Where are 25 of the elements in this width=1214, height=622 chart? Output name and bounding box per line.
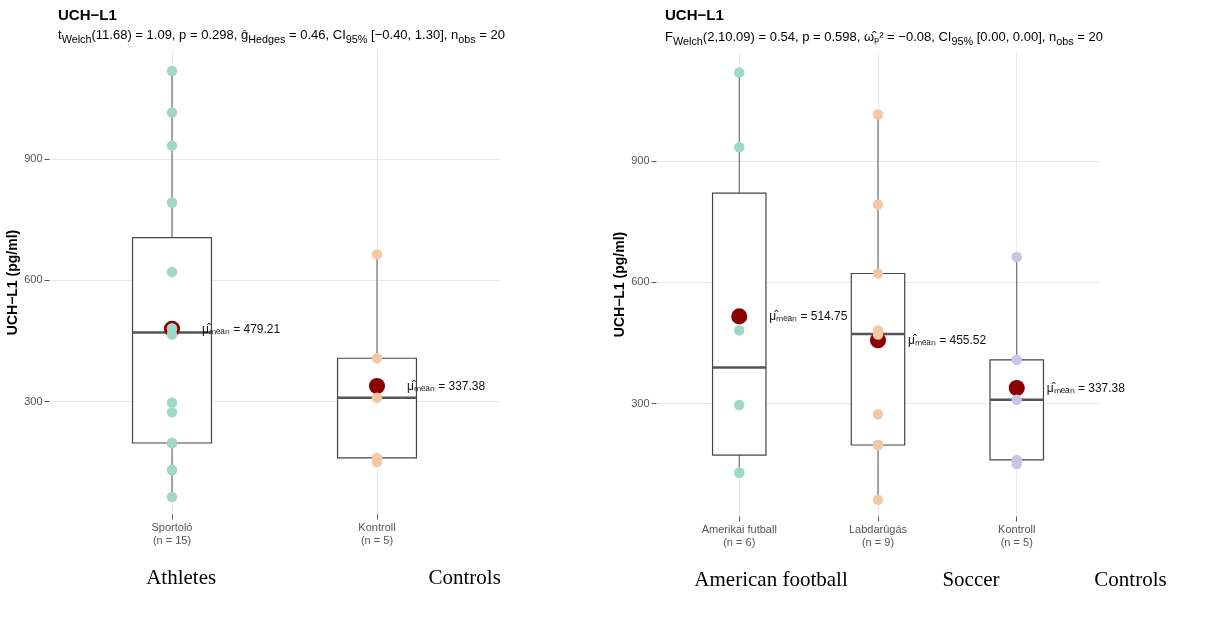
chart-title: UCH−L1 — [665, 6, 725, 23]
y-axis-title: UCH−L1 (pg/ml) — [4, 229, 21, 335]
x-tick-label: Kontroll (n = 5) — [358, 520, 396, 546]
y-tick-label: 900 — [24, 152, 43, 165]
annotation: μ̂ₘₑₐₙ = 337.38 — [1046, 380, 1126, 395]
text: Athletes — [146, 564, 217, 590]
text: Soccer — [942, 566, 1000, 592]
chart-title: UCH−L1 — [58, 6, 118, 23]
text: Controls — [428, 564, 501, 590]
x-tick-label: Amerikai futball (n = 6) — [701, 522, 777, 548]
x-tick-label: Sportoló (n = 15) — [151, 520, 193, 546]
y-tick-label: 300 — [24, 394, 43, 407]
annotation: μ̂ₘₑₐₙ = 514.75 — [769, 308, 848, 323]
x-tick-label: Labdarúgás (n = 9) — [848, 522, 908, 548]
y-tick-label: 600 — [631, 275, 650, 288]
y-tick-label: 600 — [24, 273, 43, 286]
y-tick-label: 300 — [631, 396, 650, 409]
x-tick-label: Kontroll (n = 5) — [998, 522, 1036, 548]
text: t$_{Welch}$(11.68) = 1.09, p = 0.298, ĝ$_{Hedges}$ = 0.46, CI$_{95%}$ [−0.40, 1.30], n$_{obs}$ = 20 — [58, 27, 505, 45]
y-axis-title: UCH−L1 (pg/ml) — [611, 231, 628, 337]
chart-subtitle: F$_{Welch}$(2,10.09) = 0.54, p = 0.598, ω̂ₚ² = −0.08, CI$_{95%}$ [0.00, 0.00], n$_{obs}$ = 20 — [665, 28, 1104, 47]
text: Controls — [1094, 566, 1167, 592]
y-tick-label: 900 — [631, 154, 650, 167]
text: American football — [694, 566, 848, 592]
annotation: μ̂ₘₑₐₙ = 455.52 — [908, 332, 987, 347]
